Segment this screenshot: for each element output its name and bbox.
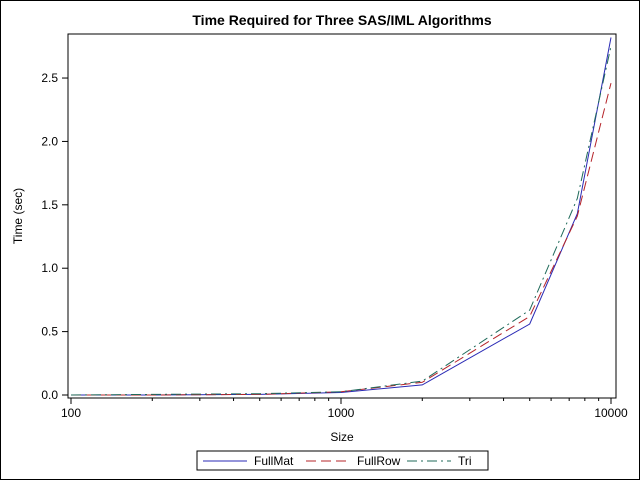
series-layer: [70, 37, 612, 396]
x-axis-label: Size: [330, 430, 354, 444]
x-tick-label: 10000: [594, 406, 628, 420]
x-tick-label: 1000: [328, 406, 355, 420]
y-tick-label: 1.5: [41, 198, 58, 212]
y-tick-label: 1.0: [41, 261, 58, 275]
legend: FullMat FullRow Tri: [196, 450, 489, 471]
y-tick-label: 0.5: [41, 325, 58, 339]
y-tick-label: 2.5: [41, 71, 58, 85]
legend-label-tri: Tri: [458, 454, 472, 468]
x-axis: 100 1000 10000: [61, 398, 628, 420]
y-tick-label: 2.0: [41, 134, 58, 148]
plot-area: [67, 33, 617, 399]
series-line-tri: [70, 46, 612, 396]
legend-label-fullmat: FullMat: [254, 454, 294, 468]
y-tick-label: 0.0: [41, 388, 58, 402]
x-tick-label: 100: [61, 406, 81, 420]
y-axis-label: Time (sec): [11, 188, 25, 244]
y-axis: 0.0 0.5 1.0 1.5 2.0 2.5: [41, 71, 68, 402]
chart-title: Time Required for Three SAS/IML Algorith…: [192, 12, 491, 28]
series-line-fullrow: [71, 82, 612, 396]
legend-label-fullrow: FullRow: [357, 454, 401, 468]
